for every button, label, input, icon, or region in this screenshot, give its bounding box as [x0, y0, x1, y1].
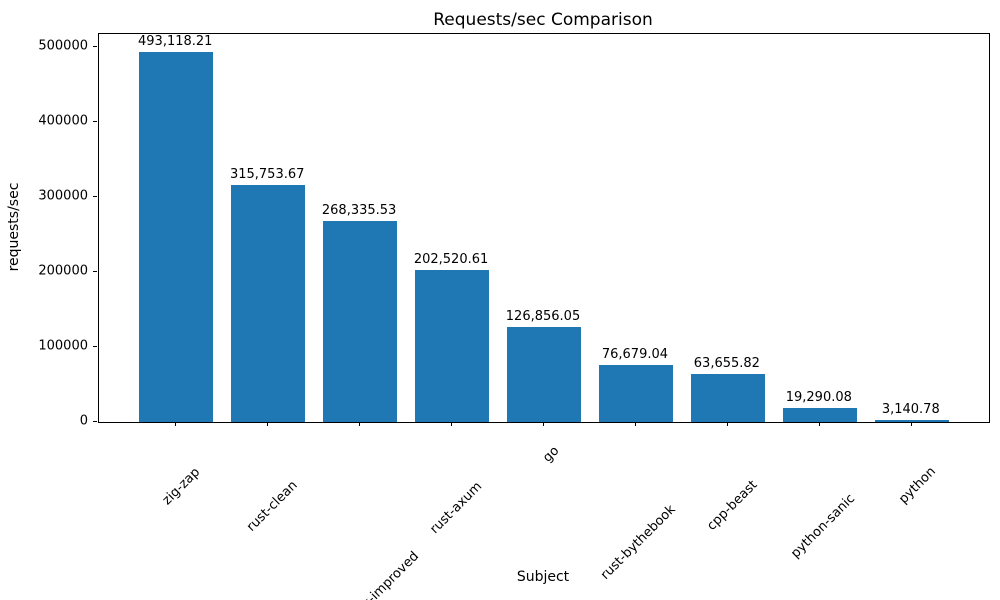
x-axis-tick-mark: [267, 422, 269, 426]
y-axis-tick-label: 300000: [38, 188, 88, 204]
bar-value-label: 19,290.08: [785, 390, 852, 405]
x-axis-tick-mark: [910, 422, 912, 426]
bar-value-label: 315,753.67: [229, 167, 305, 182]
bar-value-label: 268,335.53: [321, 203, 397, 218]
x-axis-tick-label-go: go: [540, 443, 563, 466]
y-axis-tick-label: 400000: [38, 113, 88, 129]
bar-value-label: 493,118.21: [138, 34, 213, 49]
x-axis-tick-label-rust-clean: rust-clean: [244, 478, 301, 535]
x-axis-tick-mark: [818, 422, 820, 426]
bar-rust-bythebook-improved: [323, 221, 397, 422]
bar-value-label: 202,520.61: [413, 252, 489, 267]
x-axis-tick-mark: [726, 422, 728, 426]
bar-rust-bythebook: [599, 365, 673, 422]
bar-python-sanic: [783, 408, 857, 422]
bar-cpp-beast: [691, 374, 765, 422]
x-axis-tick-label-rust-axum: rust-axum: [427, 479, 486, 537]
x-axis-tick-label-python-sanic: python-sanic: [788, 491, 858, 562]
x-axis-tick-mark: [359, 422, 361, 426]
x-axis-tick-mark: [175, 422, 177, 426]
bar-rust-axum: [415, 270, 489, 422]
x-axis-tick-label-python: python: [895, 464, 939, 507]
y-axis-tick-label: 100000: [38, 338, 88, 354]
bar-rust-clean: [231, 185, 305, 422]
x-axis-tick-label-zig-zap: zig-zap: [159, 464, 204, 509]
y-axis-tick-mark: [93, 45, 97, 47]
bar-value-label: 76,679.04: [601, 347, 669, 362]
x-axis-tick-mark: [543, 422, 544, 426]
x-axis-tick-mark: [451, 422, 453, 426]
y-axis-tick-mark: [93, 120, 97, 122]
y-axis-tick-label: 200000: [38, 263, 88, 279]
bar-value-label: 3,140.78: [881, 402, 940, 417]
x-axis-label: Subject: [516, 569, 570, 585]
x-axis-tick-label-cpp-beast: cpp-beast: [704, 477, 761, 534]
y-axis-tick-mark: [93, 420, 97, 422]
y-axis-tick-label: 500000: [38, 38, 88, 54]
y-axis-tick-mark: [93, 270, 97, 272]
bar-zig-zap: [139, 52, 213, 422]
y-axis-tick-mark: [93, 195, 97, 197]
chart-title: Requests/sec Comparison: [433, 10, 653, 30]
x-axis-tick-mark: [634, 422, 636, 426]
bar-value-label: 63,655.82: [693, 356, 760, 371]
plot-area: [98, 33, 990, 423]
bar-go: [507, 327, 581, 422]
bar-value-label: 126,856.05: [505, 309, 581, 324]
y-axis-tick-mark: [93, 345, 97, 347]
y-axis-tick-label: 0: [79, 413, 88, 429]
bar-python: [874, 420, 949, 422]
